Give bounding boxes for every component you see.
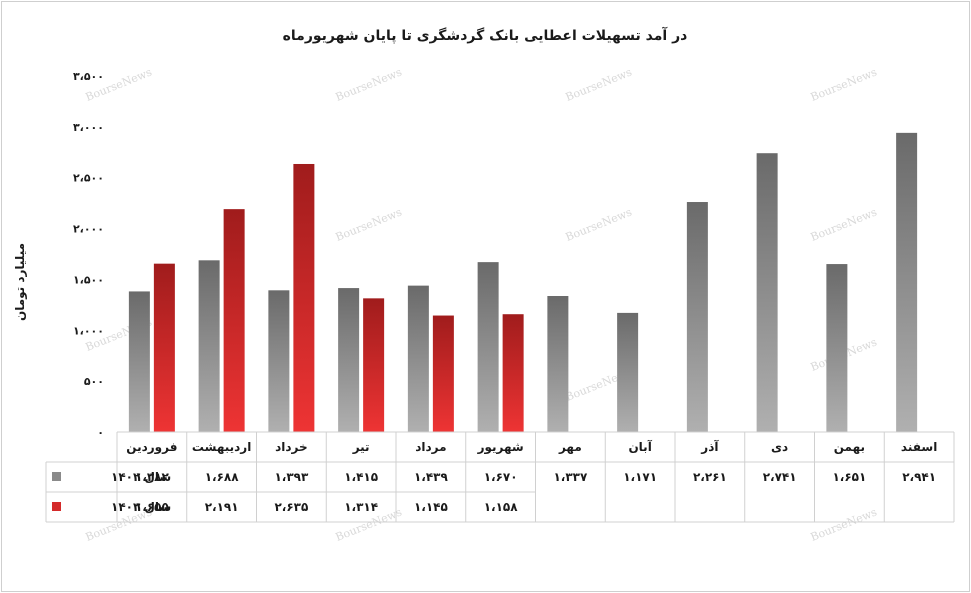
- bar-1403: [432, 315, 454, 432]
- data-label: ۲،۹۴۱: [902, 470, 936, 484]
- data-label: ۱،۳۸۲: [135, 470, 170, 484]
- data-label: ۱،۴۳۹: [414, 470, 449, 484]
- legend-label: سال ۱۴۰۲: [111, 470, 171, 484]
- y-axis-label: میلیارد تومان: [13, 243, 28, 321]
- data-table: فروردین اردیبهشت خرداد تیر مرداد شهریور مهر آبا…: [45, 431, 955, 523]
- category-label: دی: [771, 440, 788, 454]
- watermark-text: BourseNews: [334, 205, 404, 244]
- watermark-text: BourseNews: [564, 205, 634, 244]
- bar-1402: [547, 296, 569, 432]
- bar-1402: [407, 285, 429, 432]
- y-axis-ticks: ۰ ۵۰۰ ۱،۰۰۰ ۱،۵۰۰ ۲،۰۰۰ ۲،۵۰۰ ۳،۰۰۰ ۳،۵۰۰: [73, 70, 104, 439]
- watermark-text: BourseNews: [564, 65, 634, 104]
- category-label: خرداد: [275, 440, 308, 454]
- bar-1402: [268, 290, 290, 432]
- data-label: ۱،۳۱۴: [344, 500, 378, 514]
- legend-label: سال ۱۴۰۳: [111, 500, 171, 514]
- data-label: ۱،۱۵۸: [484, 500, 519, 514]
- watermark-text: BourseNews: [809, 505, 879, 544]
- data-label: ۱،۳۹۳: [274, 470, 309, 484]
- legend-swatch: [52, 472, 61, 481]
- category-label: اسفند: [901, 440, 937, 454]
- category-label: اردیبهشت: [192, 440, 251, 454]
- data-label: ۱،۶۸۸: [205, 470, 240, 484]
- category-label: فروردین: [126, 440, 177, 455]
- category-label: بهمن: [834, 440, 865, 454]
- y-tick-label: ۲،۰۰۰: [73, 223, 104, 236]
- category-label: آذر: [700, 439, 719, 454]
- bar-1402: [477, 262, 499, 432]
- data-label: ۱،۶۵۵: [135, 500, 169, 514]
- y-tick-label: ۱،۰۰۰: [73, 324, 104, 337]
- chart-title: در آمد تسهیلات اعطایی بانک گردشگری تا پا…: [283, 26, 688, 44]
- watermark-text: BourseNews: [334, 65, 404, 104]
- data-label: ۱،۱۷۱: [623, 470, 657, 484]
- y-tick-label: ۰: [97, 426, 104, 439]
- category-label: مهر: [558, 440, 582, 454]
- data-label: ۲،۱۹۱: [205, 500, 239, 514]
- category-label: شهریور: [477, 440, 524, 455]
- legend-swatch: [52, 502, 61, 511]
- y-tick-label: ۳،۵۰۰: [73, 70, 104, 83]
- bar-1402: [338, 288, 360, 432]
- category-label: تیر: [352, 440, 370, 454]
- data-label: ۱،۴۱۵: [344, 470, 378, 484]
- bar-1402: [617, 312, 639, 432]
- bar-1402: [198, 260, 220, 432]
- bar-1402: [128, 291, 150, 432]
- data-label: ۲،۲۶۱: [693, 470, 727, 484]
- y-tick-label: ۳،۰۰۰: [73, 121, 104, 134]
- bar-1402: [826, 264, 848, 432]
- y-tick-label: ۱،۵۰۰: [73, 273, 104, 286]
- category-label: مرداد: [415, 440, 446, 454]
- bar-1402: [896, 132, 918, 433]
- y-tick-label: ۲،۵۰۰: [73, 172, 104, 185]
- data-label: ۲،۷۴۱: [763, 470, 797, 484]
- bar-1403: [502, 314, 524, 432]
- data-label: ۱،۳۳۷: [553, 470, 588, 484]
- bar-1403: [223, 209, 245, 432]
- data-label: ۱،۱۴۵: [414, 500, 448, 514]
- bars-layer: [128, 132, 918, 433]
- bar-1402: [686, 202, 708, 432]
- bar-1403: [293, 163, 315, 433]
- bar-1402: [756, 153, 778, 432]
- watermark-text: BourseNews: [809, 205, 879, 244]
- bar-1403: [153, 263, 175, 432]
- category-label: آبان: [628, 439, 652, 454]
- data-label: ۱،۶۵۱: [832, 470, 866, 484]
- bar-1403: [363, 298, 385, 432]
- y-tick-label: ۵۰۰: [84, 375, 104, 388]
- data-label: ۲،۶۳۵: [274, 500, 308, 514]
- watermark-text: BourseNews: [809, 65, 879, 104]
- data-label: ۱،۶۷۰: [484, 470, 518, 484]
